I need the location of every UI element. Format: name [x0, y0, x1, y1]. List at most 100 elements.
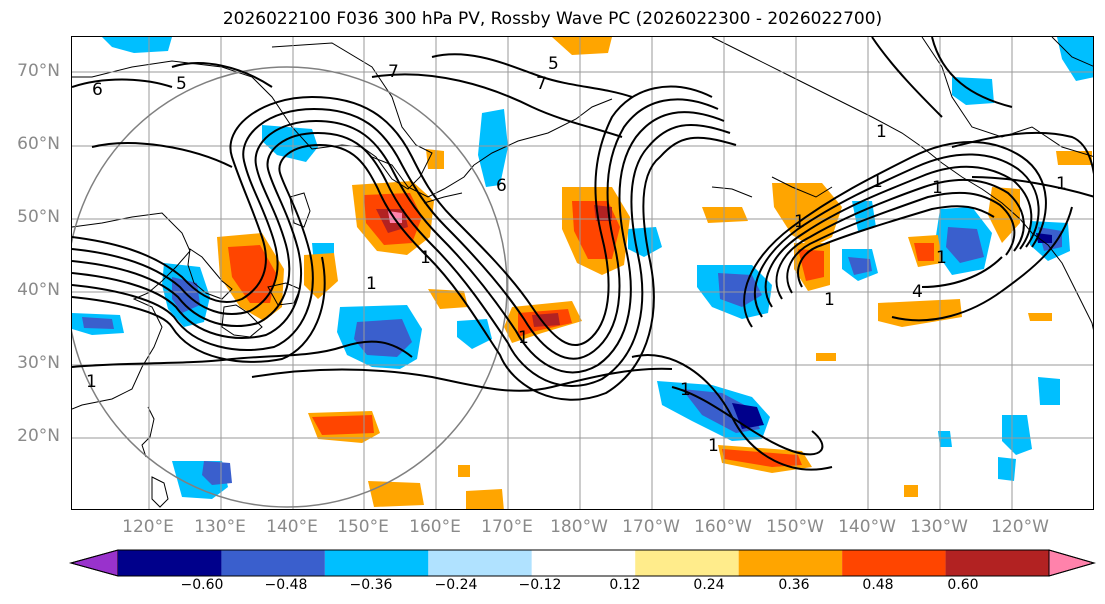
pos-anomaly-blob: [552, 37, 612, 55]
colorbar-label: 0.60: [947, 577, 979, 593]
lon-label-150w: 150°W: [766, 517, 824, 537]
colorbar-segment: [118, 550, 222, 576]
contour-label: 1: [420, 248, 431, 268]
contour-label: 1: [794, 212, 805, 232]
pos-anomaly-blob: [904, 485, 918, 497]
neg-anomaly-blob: [262, 125, 318, 162]
lon-label-130e: 130°E: [194, 517, 246, 537]
contour-label: 1: [876, 122, 887, 142]
pos-anomaly-blob: [466, 489, 504, 509]
neg-anomaly-blob: [1002, 415, 1032, 455]
neg-anomaly-blob: [1057, 37, 1093, 81]
contour-label: 1: [86, 372, 97, 392]
colorbar-label: −0.24: [434, 577, 478, 593]
colorbar-label: 0.48: [862, 577, 894, 593]
colorbar-label: −0.60: [180, 577, 224, 593]
lon-label-130w: 130°W: [910, 517, 968, 537]
map-title: 2026022100 F036 300 hPa PV, Rossby Wave …: [222, 9, 883, 29]
colorbar-label: 0.36: [778, 577, 810, 593]
lon-label-120e: 120°E: [122, 517, 174, 537]
contour-label: 1: [932, 178, 943, 198]
pos-anomaly-blob: [878, 299, 962, 327]
map-svg: 6 5 7 5 7 6 4 1 1 1 1 1 1 1 1 1 1 1 1 1: [72, 37, 1093, 509]
contour-label: 6: [496, 176, 507, 196]
colorbar-outline: [69, 549, 1096, 577]
lat-label-30n: 30°N: [17, 353, 60, 373]
pv-contours: [72, 37, 1093, 471]
pos-anomaly-blob: [816, 353, 836, 361]
coastlines: [72, 37, 1093, 508]
colorbar-segment: [738, 550, 843, 576]
lat-label-20n: 20°N: [17, 426, 60, 446]
contour-label: 4: [912, 282, 923, 302]
neg-anomaly-blob: [457, 319, 492, 349]
pos-anomaly-blob: [1056, 151, 1092, 165]
pos-anomaly-blob: [914, 243, 934, 261]
lon-label-140e: 140°E: [266, 517, 318, 537]
lon-label-160e: 160°E: [409, 517, 461, 537]
contour-label: 7: [536, 74, 547, 94]
contour-labels: 6 5 7 5 7 6 4 1 1 1 1 1 1 1 1 1 1 1 1 1: [86, 54, 1067, 456]
lat-label-60n: 60°N: [17, 134, 60, 154]
lon-label-170e: 170°E: [481, 517, 533, 537]
contour-label: 1: [824, 290, 835, 310]
neg-anomaly-blob: [478, 109, 508, 187]
contour-label: 5: [176, 74, 187, 94]
pos-anomaly-blob: [368, 481, 424, 507]
colorbar-segment: [531, 550, 636, 576]
colorbar-segment: [635, 550, 739, 576]
pos-anomaly-blob: [722, 449, 802, 467]
influence-circle: [72, 66, 508, 508]
colorbar-label: −0.12: [518, 577, 562, 593]
neg-anomaly-blob: [202, 461, 232, 485]
colorbar-segment: [945, 550, 1049, 576]
neg-anomaly-blob: [848, 257, 872, 275]
colorbar-label: −0.36: [349, 577, 393, 593]
contour-label: 6: [92, 80, 103, 100]
colorbar-label: −0.48: [264, 577, 308, 593]
contour-label: 1: [872, 172, 883, 192]
neg-anomaly-blob: [718, 273, 762, 307]
contour-label: 5: [548, 54, 559, 74]
contour-label: 1: [518, 328, 529, 348]
colorbar-extend-max: [1048, 549, 1096, 577]
lat-label-40n: 40°N: [17, 280, 60, 300]
contour-label: 1: [1056, 174, 1067, 194]
lon-label-160w: 160°W: [694, 517, 752, 537]
lat-label-70n: 70°N: [17, 61, 60, 81]
pos-anomaly-blob: [228, 245, 276, 303]
colorbar-extend-min: [69, 549, 119, 577]
colorbar-label: 0.12: [609, 577, 641, 593]
neg-anomaly-blob: [946, 227, 984, 263]
lon-label-120w: 120°W: [991, 517, 1049, 537]
contour-label: 1: [366, 274, 377, 294]
map-area[interactable]: 6 5 7 5 7 6 4 1 1 1 1 1 1 1 1 1 1 1 1 1: [71, 36, 1094, 510]
pos-anomaly-blob: [312, 415, 374, 435]
neg-anomaly-blob: [82, 317, 114, 329]
colorbar: [69, 549, 1096, 577]
colorbar-segment: [428, 550, 532, 576]
neg-anomaly-blob: [938, 431, 952, 447]
pos-anomaly-blob: [426, 149, 444, 169]
shaded-anomalies: [72, 37, 1093, 509]
pos-anomaly-blob: [1028, 313, 1052, 321]
neg-anomaly-blob: [998, 457, 1016, 481]
colorbar-segment: [221, 550, 325, 576]
lon-label-140w: 140°W: [838, 517, 896, 537]
grid-lines: [72, 37, 1093, 509]
contour-label: 1: [708, 436, 719, 456]
lon-label-180w: 180°W: [550, 517, 608, 537]
contour-label: 1: [936, 248, 947, 268]
colorbar-label: 0.24: [693, 577, 725, 593]
pos-anomaly-blob: [702, 207, 748, 223]
neg-anomaly-blob: [1036, 233, 1052, 243]
contour-label: 1: [680, 380, 691, 400]
lat-label-50n: 50°N: [17, 207, 60, 227]
neg-anomaly-blob: [1038, 377, 1060, 405]
lon-label-170w: 170°W: [622, 517, 680, 537]
lon-label-150e: 150°E: [337, 517, 389, 537]
colorbar-segment: [324, 550, 429, 576]
pos-anomaly-blob: [458, 465, 470, 477]
neg-anomaly-blob: [102, 37, 172, 53]
colorbar-segment: [842, 550, 946, 576]
